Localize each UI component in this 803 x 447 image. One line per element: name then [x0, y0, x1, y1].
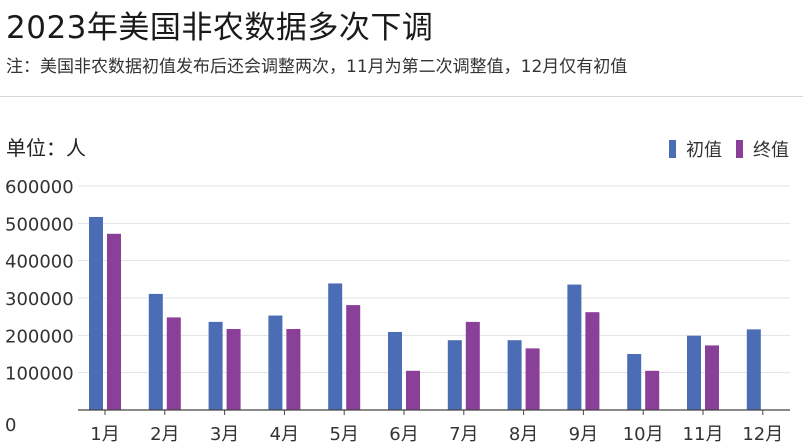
x-tick-label: 9月 [569, 424, 598, 445]
x-tick-label: 3月 [210, 424, 239, 445]
bar-initial [268, 315, 283, 410]
x-tick-label: 1月 [90, 424, 119, 445]
legend-item-final: 终值 [736, 136, 789, 162]
x-tick-label: 8月 [509, 424, 538, 445]
bar-final [645, 370, 660, 410]
y-axis-labels: 0 100000 200000 300000 400000 500000 600000 [5, 177, 74, 436]
chart-subtitle: 注：美国非农数据初值发布后还会调整两次，11月为第二次调整值，12月仅有初值 [6, 57, 628, 77]
bar-initial [388, 331, 402, 410]
bar-final [166, 317, 181, 410]
x-tick-label: 5月 [329, 424, 358, 445]
header-divider [0, 96, 803, 97]
bar-initial [89, 216, 103, 410]
bar-initial [208, 321, 223, 410]
bar-initial [567, 284, 582, 410]
x-tick-label: 11月 [683, 424, 724, 445]
x-tick-label: 10月 [623, 424, 664, 445]
y-tick-label: 200000 [5, 326, 74, 347]
bar-final [585, 312, 600, 410]
bar-final [226, 328, 241, 410]
legend-swatch-initial [669, 140, 676, 158]
x-tick-label: 4月 [270, 424, 299, 445]
bar-final [465, 321, 480, 410]
legend: 初值 终值 [669, 136, 789, 162]
unit-label: 单位：人 [6, 136, 86, 160]
legend-label-initial: 初值 [686, 140, 722, 161]
bars [89, 216, 761, 410]
bar-final [705, 345, 719, 410]
x-tick-label: 6月 [389, 424, 418, 445]
y-tick-label: 600000 [5, 177, 74, 198]
y-tick-label: 300000 [5, 289, 74, 310]
bar-initial [328, 283, 343, 410]
bar-initial [746, 329, 761, 410]
x-axis-labels: 1月 2月 3月 4月 5月 6月 7月 8月 9月 10月 11月 12月 [90, 410, 783, 445]
y-tick-label: 0 [5, 415, 16, 436]
bar-initial [507, 340, 522, 410]
bar-final [286, 328, 301, 410]
y-tick-label: 500000 [5, 214, 74, 235]
bar-initial [627, 354, 642, 410]
bar-final [107, 233, 121, 410]
y-tick-label: 400000 [5, 252, 74, 273]
chart-title: 2023年美国非农数据多次下调 [6, 10, 434, 46]
x-tick-label: 2月 [150, 424, 179, 445]
legend-label-final: 终值 [753, 140, 789, 161]
gridlines [78, 185, 790, 374]
legend-item-initial: 初值 [669, 136, 722, 162]
bar-initial [687, 335, 701, 410]
bar-final [525, 348, 540, 410]
bar-initial [447, 340, 462, 410]
x-tick-label: 12月 [742, 424, 783, 445]
x-tick-label: 7月 [449, 424, 478, 445]
y-tick-label: 100000 [5, 364, 74, 385]
bar-initial [148, 293, 163, 410]
bar-final [346, 305, 361, 410]
legend-swatch-final [736, 140, 743, 158]
bar-final [406, 370, 420, 410]
